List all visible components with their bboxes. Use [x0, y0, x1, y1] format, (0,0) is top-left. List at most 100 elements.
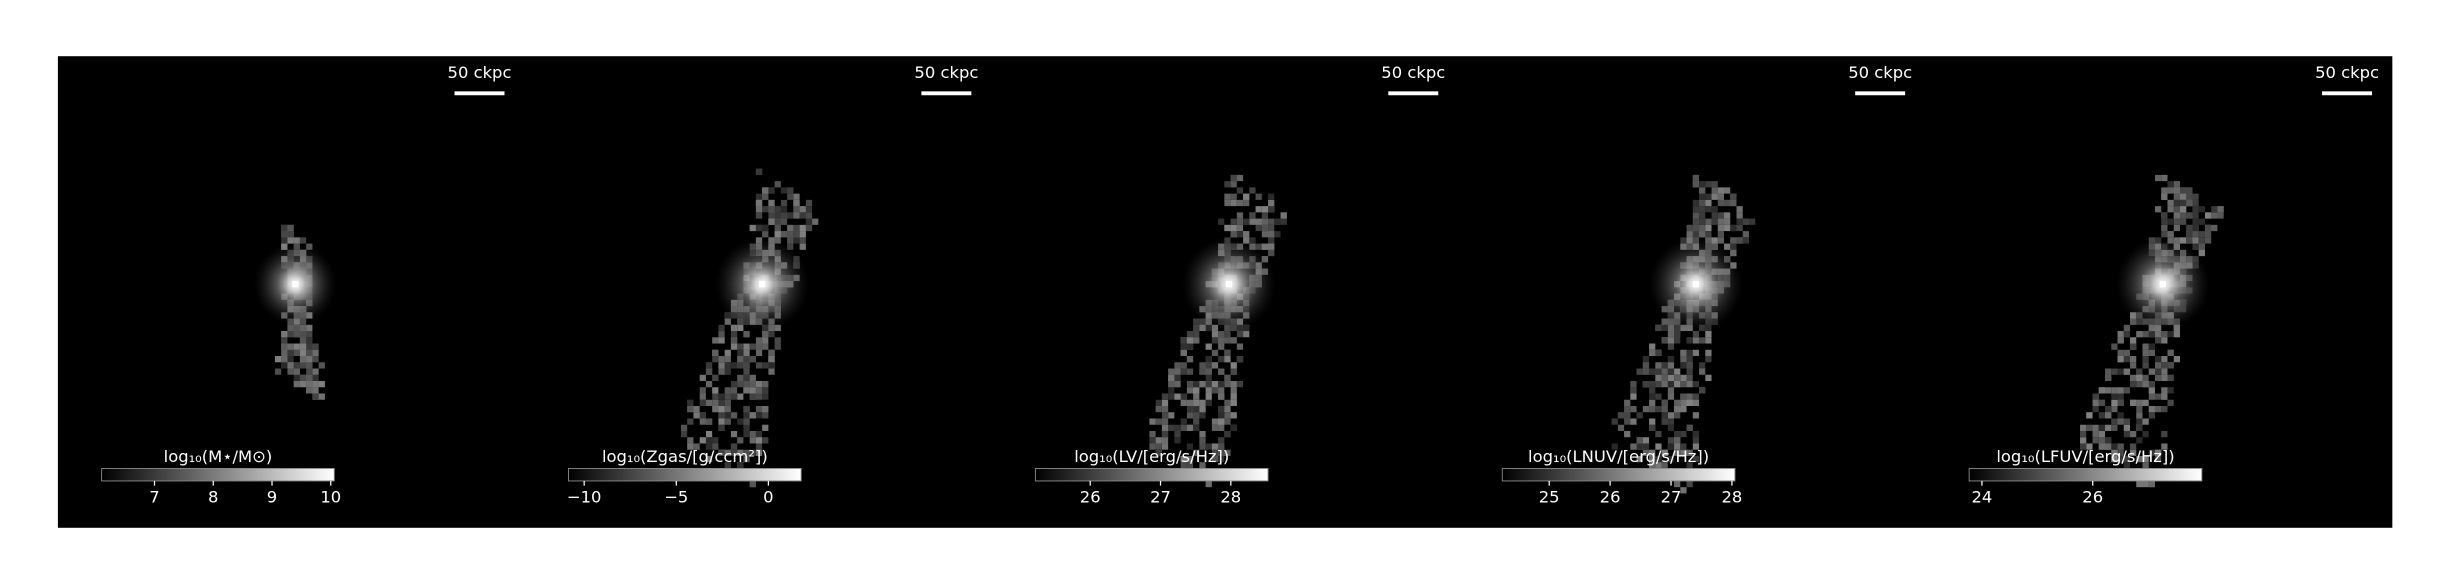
pixel	[1199, 430, 1206, 438]
pixel	[718, 356, 725, 363]
pixel	[1699, 224, 1706, 232]
colorbar-label: log₁₀(M⋆/M⊙)	[164, 447, 273, 466]
pixel	[712, 393, 719, 400]
pixel	[2161, 393, 2168, 400]
pixel	[2148, 331, 2155, 338]
pixel	[1236, 224, 1244, 232]
pixel	[1174, 381, 1181, 388]
pixel	[1205, 343, 1212, 350]
pixel	[1699, 368, 1706, 375]
colorbar-tick-label: 26	[1600, 488, 1621, 507]
pixel	[2173, 187, 2180, 194]
pixel	[299, 324, 307, 332]
pixel	[1705, 199, 1712, 207]
pixel	[293, 368, 300, 375]
pixel	[299, 237, 307, 244]
pixel	[1218, 218, 1225, 225]
pixel	[793, 237, 800, 244]
pixel	[1686, 362, 1693, 369]
pixel	[1211, 424, 1219, 431]
pixel	[743, 387, 750, 394]
pixel	[780, 218, 788, 225]
pixel	[1155, 418, 1162, 425]
pixel	[1186, 412, 1194, 419]
pixel	[1230, 381, 1237, 388]
pixel	[1249, 237, 1256, 244]
colorbar-label: log₁₀(LFUV/[erg/s/Hz])	[1996, 447, 2174, 466]
pixel	[737, 349, 744, 357]
pixel	[768, 199, 775, 207]
pixel	[2167, 231, 2174, 238]
pixel	[1686, 462, 1693, 469]
pixel	[2111, 455, 2118, 463]
pixel	[318, 362, 325, 369]
pixel	[306, 368, 313, 375]
pixel	[2148, 480, 2155, 488]
pixel	[705, 399, 713, 406]
pixel	[2111, 343, 2118, 350]
pixel	[2130, 443, 2137, 450]
pixel	[2098, 437, 2106, 444]
pixel	[1692, 399, 1700, 406]
pixel	[1692, 218, 1700, 225]
pixel	[724, 362, 731, 369]
pixel	[281, 362, 288, 369]
pixel	[1236, 231, 1244, 238]
pixel	[2173, 224, 2180, 232]
pixel	[1168, 374, 1175, 382]
pixel	[2142, 331, 2149, 338]
pixel	[1730, 243, 1737, 250]
pixel	[1199, 368, 1206, 375]
pixel	[693, 405, 700, 413]
pixel	[805, 212, 813, 219]
pixel	[699, 412, 706, 419]
pixel	[730, 343, 738, 350]
pixel	[2086, 412, 2093, 419]
pixel	[2161, 331, 2168, 338]
pixel	[1218, 443, 1225, 450]
pixel	[1661, 337, 1668, 344]
pixel	[730, 449, 738, 456]
pixel	[2111, 405, 2118, 413]
pixel	[1199, 437, 1206, 444]
pixel	[1667, 455, 1675, 463]
pixel	[687, 437, 694, 444]
pixel	[2086, 443, 2093, 450]
pixel	[1686, 399, 1693, 406]
pixel	[2154, 356, 2162, 363]
pixel	[1268, 224, 1275, 232]
pixel	[749, 437, 756, 444]
pixel	[1674, 412, 1681, 419]
pixel	[1736, 212, 1743, 219]
pixel	[1742, 218, 1750, 225]
pixel	[1655, 405, 1662, 413]
pixel	[718, 405, 725, 413]
pixel	[2117, 418, 2124, 425]
pixel	[299, 356, 307, 363]
pixel	[2179, 187, 2187, 194]
pixel	[2130, 343, 2137, 350]
pixel	[730, 443, 738, 450]
colorbar-tick-label: 25	[1539, 488, 1560, 507]
pixel	[1224, 193, 1231, 200]
pixel	[724, 462, 731, 469]
pixel	[1174, 430, 1181, 438]
pixel	[2173, 218, 2180, 225]
pixel	[281, 343, 288, 350]
pixel	[1686, 337, 1693, 344]
pixel	[2154, 368, 2162, 375]
pixel	[737, 381, 744, 388]
pixel	[281, 337, 288, 344]
pixel	[724, 393, 731, 400]
pixel	[1186, 331, 1194, 338]
pixel	[1692, 437, 1700, 444]
pixel	[2123, 418, 2131, 425]
pixel	[705, 430, 713, 438]
pixel	[687, 405, 694, 413]
pixel	[705, 455, 713, 463]
pixel	[743, 405, 750, 413]
pixel	[2167, 187, 2174, 194]
pixel	[1699, 337, 1706, 344]
pixel	[1174, 437, 1181, 444]
pixel	[2154, 337, 2162, 344]
